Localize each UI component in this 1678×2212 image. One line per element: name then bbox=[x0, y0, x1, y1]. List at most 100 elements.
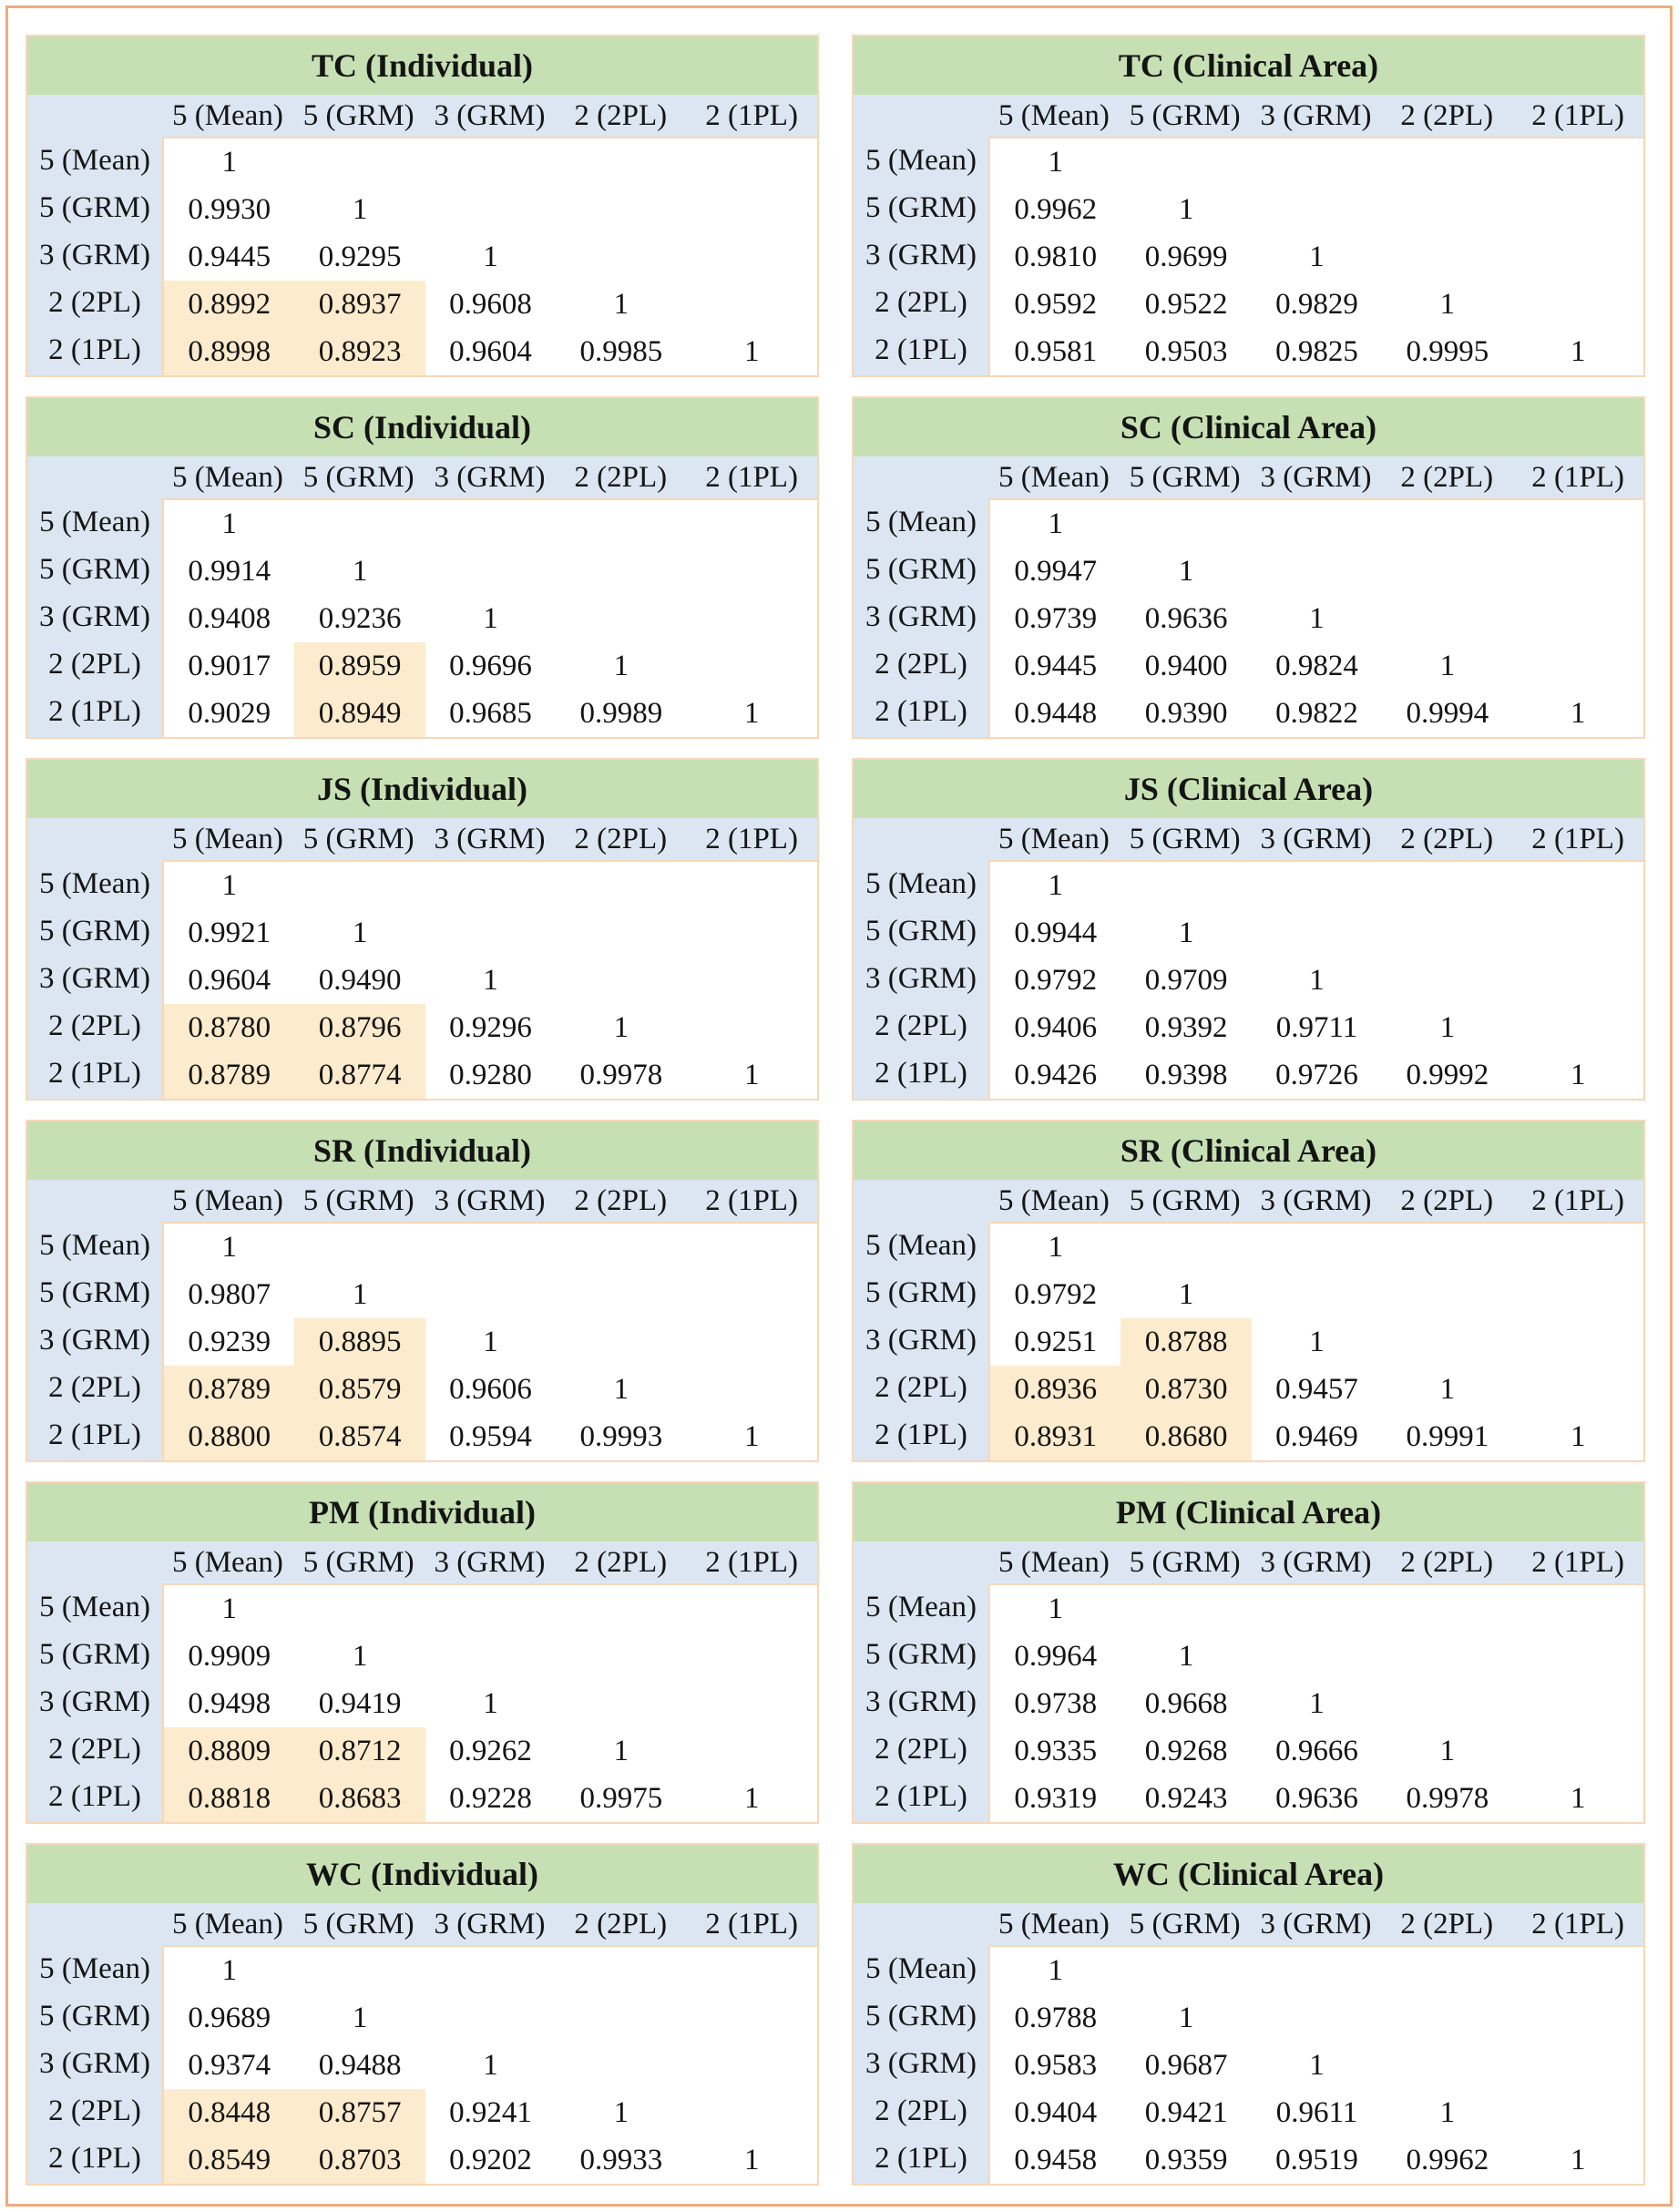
value-cell: 1 bbox=[744, 1059, 760, 1091]
empty-cell bbox=[1513, 1633, 1643, 1680]
column-header: 2 (1PL) bbox=[1531, 1908, 1624, 1941]
column-header: 5 (GRM) bbox=[302, 461, 414, 494]
empty-cell bbox=[556, 1224, 686, 1271]
column-header: 5 (Mean) bbox=[171, 1184, 283, 1217]
column-header: 5 (GRM) bbox=[302, 1908, 414, 1941]
column-header: 2 (2PL) bbox=[574, 99, 668, 132]
table-right-section: 5 (Mean) 5 (GRM) 3 (GRM) 2 (2PL) 2 (1PL) 1 0.9… bbox=[988, 456, 1643, 737]
value-cell: 0.9699 bbox=[1144, 241, 1228, 273]
value-cell: 0.9421 bbox=[1144, 2096, 1228, 2129]
column-header-row: 5 (Mean) 5 (GRM) 3 (GRM) 2 (2PL) 2 (1PL) bbox=[988, 818, 1643, 860]
corner-cell bbox=[27, 818, 162, 860]
empty-cell bbox=[1382, 500, 1512, 548]
value-cell: 0.9296 bbox=[449, 1011, 532, 1044]
row-header: 5 (Mean) bbox=[39, 506, 150, 538]
row-header: 5 (Mean) bbox=[39, 144, 150, 177]
value-cell: 0.9295 bbox=[318, 241, 402, 273]
column-header: 3 (GRM) bbox=[1260, 1908, 1372, 1941]
table-right-section: 5 (Mean) 5 (GRM) 3 (GRM) 2 (2PL) 2 (1PL) 1 0.9… bbox=[162, 1180, 817, 1460]
empty-cell bbox=[1382, 862, 1512, 909]
row-header-column: 5 (Mean) 5 (GRM) 3 (GRM) 2 (2PL) 2 (1PL) bbox=[854, 456, 988, 737]
empty-cell bbox=[1382, 233, 1512, 281]
value-cell: 0.8788 bbox=[1120, 1318, 1252, 1366]
empty-cell bbox=[1120, 1585, 1251, 1633]
row-header: 5 (GRM) bbox=[39, 191, 150, 224]
value-cell: 1 bbox=[483, 241, 498, 273]
empty-cell bbox=[687, 595, 817, 642]
empty-cell bbox=[556, 1585, 686, 1633]
value-cell: 0.9522 bbox=[1144, 288, 1228, 321]
value-cell: 0.9406 bbox=[1014, 1011, 1098, 1044]
value-cell: 1 bbox=[1048, 146, 1063, 179]
empty-cell bbox=[1513, 642, 1643, 690]
empty-cell bbox=[556, 138, 686, 186]
empty-cell bbox=[425, 1271, 556, 1318]
value-cell: 1 bbox=[1309, 241, 1325, 273]
row-header: 5 (GRM) bbox=[39, 915, 150, 947]
empty-cell bbox=[556, 186, 686, 233]
correlation-table-js-clinical-area: JS (Clinical Area) 5 (Mean) 5 (GRM) 3 (GRM)… bbox=[852, 758, 1645, 1101]
table-body: 5 (Mean) 5 (GRM) 3 (GRM) 2 (2PL) 2 (1PL) 5 (M… bbox=[854, 456, 1643, 737]
correlation-data-area: 1 0.9689 1 0.9374 0.9488 1 0.8448 0.8757 0.9241 1… bbox=[162, 1945, 817, 2184]
empty-cell bbox=[294, 1224, 425, 1271]
value-cell: 1 bbox=[613, 1011, 629, 1044]
empty-cell bbox=[1513, 2042, 1643, 2089]
correlation-table-wc-individual: WC (Individual) 5 (Mean) 5 (GRM) 3 (GRM) 2 (… bbox=[26, 1843, 819, 2186]
correlation-data-area: 1 0.9792 1 0.9251 0.8788 1 0.8936 0.8730 0.9457 1… bbox=[988, 1222, 1643, 1460]
value-cell: 0.9829 bbox=[1275, 288, 1358, 321]
value-cell: 0.9964 bbox=[1014, 1640, 1098, 1673]
column-header: 2 (2PL) bbox=[574, 1546, 668, 1579]
value-cell: 0.9909 bbox=[188, 1640, 271, 1673]
row-header: 2 (1PL) bbox=[875, 333, 967, 366]
column-header: 5 (GRM) bbox=[1129, 1184, 1241, 1217]
empty-cell bbox=[687, 1004, 817, 1051]
table-right-section: 5 (Mean) 5 (GRM) 3 (GRM) 2 (2PL) 2 (1PL) 1 0.9… bbox=[988, 1180, 1643, 1460]
value-cell: 0.9992 bbox=[1406, 1059, 1489, 1091]
correlation-data-area: 1 0.9788 1 0.9583 0.9687 1 0.9404 0.9421 0.9611 1… bbox=[988, 1945, 1643, 2184]
value-cell: 0.9400 bbox=[1144, 650, 1228, 682]
row-header: 2 (1PL) bbox=[48, 333, 141, 366]
empty-cell bbox=[1513, 548, 1643, 595]
table-title: JS (Clinical Area) bbox=[854, 760, 1643, 818]
value-cell: 0.8703 bbox=[294, 2136, 425, 2184]
column-header: 3 (GRM) bbox=[1260, 461, 1372, 494]
value-cell: 0.9962 bbox=[1406, 2144, 1489, 2176]
empty-cell bbox=[1513, 1994, 1643, 2042]
value-cell: 0.9709 bbox=[1144, 964, 1228, 997]
value-cell: 0.9807 bbox=[188, 1278, 271, 1311]
column-header: 2 (2PL) bbox=[1400, 461, 1494, 494]
row-header: 5 (Mean) bbox=[39, 1952, 150, 1985]
value-cell: 0.9457 bbox=[1275, 1373, 1358, 1406]
empty-cell bbox=[425, 1947, 556, 1994]
empty-cell bbox=[1513, 138, 1643, 186]
row-header: 2 (2PL) bbox=[48, 1371, 141, 1404]
value-cell: 1 bbox=[613, 1735, 629, 1767]
value-cell: 0.9933 bbox=[579, 2144, 663, 2176]
value-cell: 1 bbox=[1439, 1373, 1456, 1406]
table-body: 5 (Mean) 5 (GRM) 3 (GRM) 2 (2PL) 2 (1PL) 5 (M… bbox=[27, 1180, 817, 1460]
value-cell: 0.9944 bbox=[1014, 917, 1098, 949]
value-cell: 0.9606 bbox=[449, 1373, 532, 1406]
row-header-column: 5 (Mean) 5 (GRM) 3 (GRM) 2 (2PL) 2 (1PL) bbox=[27, 818, 162, 1099]
value-cell: 0.9604 bbox=[188, 964, 271, 997]
empty-cell bbox=[556, 909, 686, 957]
value-cell: 0.9448 bbox=[1014, 697, 1098, 730]
value-cell: 0.8895 bbox=[294, 1318, 425, 1366]
row-header-column: 5 (Mean) 5 (GRM) 3 (GRM) 2 (2PL) 2 (1PL) bbox=[854, 1541, 988, 1822]
value-cell: 0.8998 bbox=[164, 328, 295, 375]
row-header: 5 (Mean) bbox=[865, 1952, 977, 1985]
table-right-section: 5 (Mean) 5 (GRM) 3 (GRM) 2 (2PL) 2 (1PL) 1 0.9… bbox=[162, 95, 817, 375]
value-cell: 0.9989 bbox=[579, 697, 663, 730]
value-cell: 1 bbox=[352, 1640, 368, 1673]
value-cell: 0.9995 bbox=[1406, 335, 1489, 368]
value-cell: 0.9202 bbox=[449, 2144, 532, 2176]
empty-cell bbox=[425, 138, 556, 186]
value-cell: 0.8931 bbox=[990, 1413, 1121, 1460]
value-cell: 0.9978 bbox=[1406, 1782, 1489, 1815]
row-header: 5 (GRM) bbox=[39, 2000, 150, 2033]
empty-cell bbox=[556, 1271, 686, 1318]
value-cell: 0.9711 bbox=[1275, 1011, 1358, 1044]
value-cell: 0.9696 bbox=[449, 650, 532, 682]
empty-cell bbox=[556, 1633, 686, 1680]
column-header-row: 5 (Mean) 5 (GRM) 3 (GRM) 2 (2PL) 2 (1PL) bbox=[162, 95, 817, 137]
